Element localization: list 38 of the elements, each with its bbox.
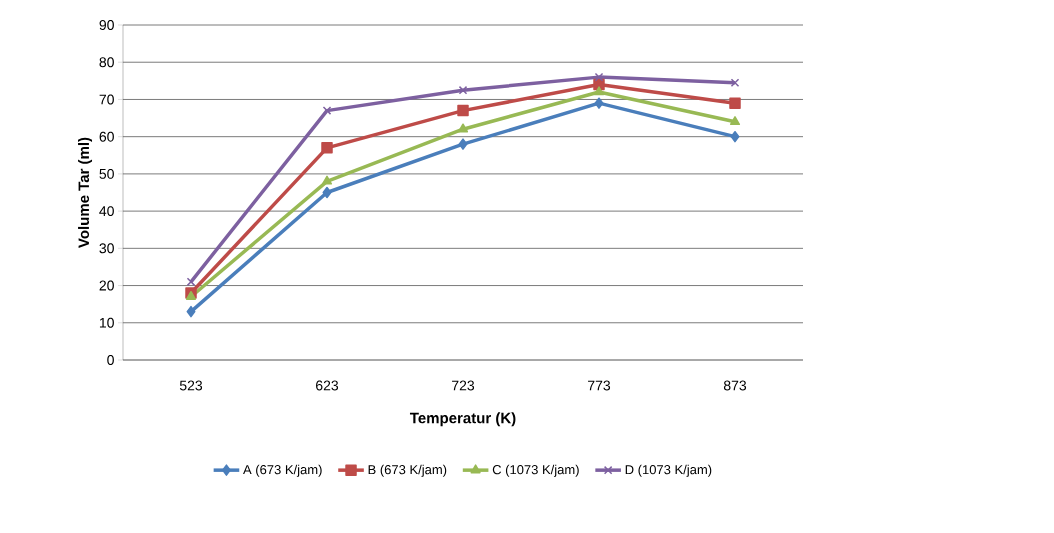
point (186, 305, 196, 318)
point (594, 72, 604, 82)
x-tick-label: 873 (723, 380, 747, 391)
x-tick-label: 723 (452, 380, 475, 391)
point (729, 116, 741, 126)
y-tick-label: 90 (99, 20, 114, 30)
y-tick-label: 80 (99, 57, 114, 68)
legend-label: A (673 K/jam) (243, 464, 322, 477)
x-axis-title: Temperatur (K) (409, 412, 516, 427)
point (321, 175, 333, 185)
point (457, 104, 469, 117)
point (593, 86, 605, 96)
x-tick-label: 773 (588, 380, 611, 391)
legend-label: D (1073 K/jam) (625, 464, 712, 477)
y-tick-label: 40 (99, 206, 114, 217)
point (322, 186, 332, 199)
y-tick-label: 60 (99, 131, 114, 142)
point (730, 78, 740, 87)
legend-label: B (673 K/jam) (368, 464, 447, 477)
point (321, 142, 333, 154)
y-tick-label: 20 (99, 280, 114, 291)
point (322, 106, 332, 115)
point (729, 97, 741, 109)
legend-label: C (1073 K/jam) (492, 464, 579, 477)
point (458, 85, 468, 95)
y-tick-label: 30 (99, 243, 114, 254)
point (458, 138, 468, 150)
point (594, 97, 604, 109)
y-tick-label: 50 (99, 168, 114, 179)
y-axis-title: Volume Tar (ml) (78, 137, 93, 248)
y-tick-label: 70 (99, 94, 114, 105)
point (186, 277, 196, 287)
point (457, 123, 469, 133)
x-tick-label: 623 (316, 380, 339, 391)
y-tick-label: 10 (99, 317, 114, 328)
y-tick-label: 0 (107, 355, 114, 365)
point (730, 130, 740, 143)
x-tick-label: 523 (179, 380, 203, 391)
